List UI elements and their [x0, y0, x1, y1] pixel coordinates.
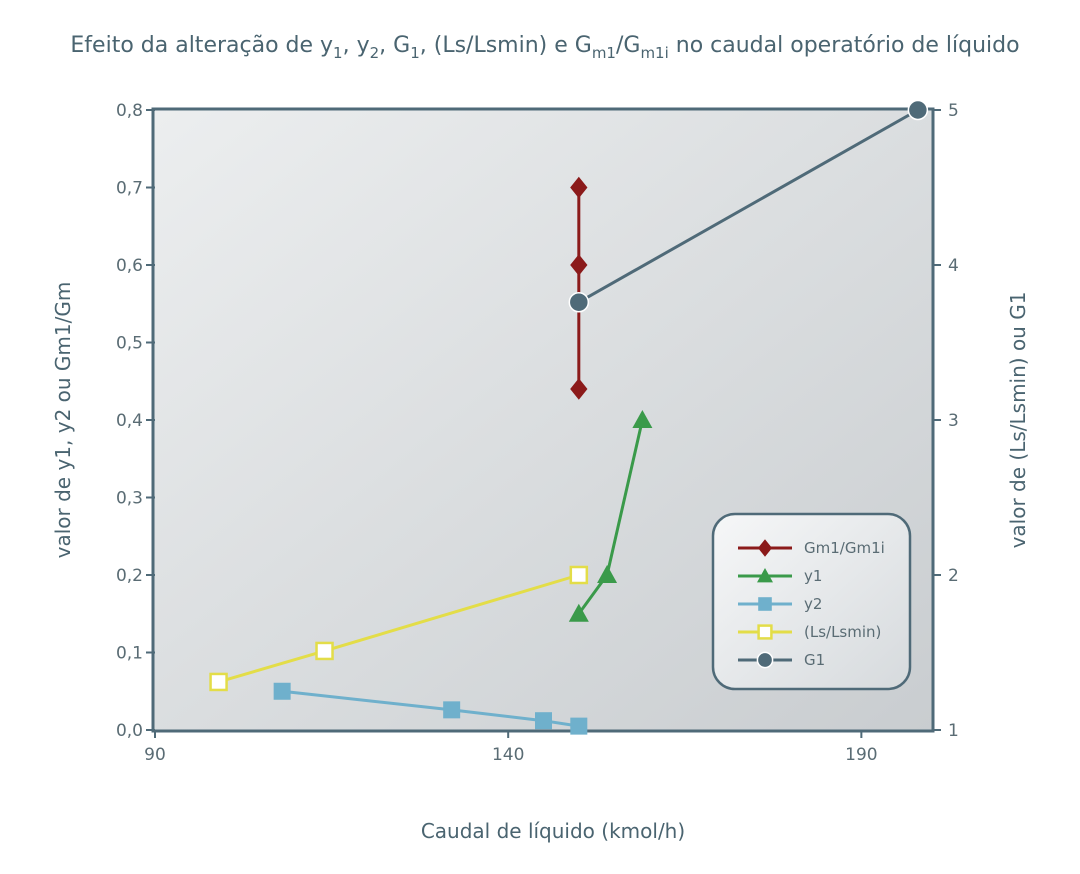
tick-layer: 90 140 190 0,0 0,1 0,2 0,3 0,4 0,5 0,6 0,7 0,8 1 2 3 4 5 [116, 101, 959, 765]
marker-square [758, 597, 772, 611]
legend-label: y1 [804, 567, 822, 585]
legend-item: G1 [738, 651, 825, 669]
title-part: 1 [410, 44, 420, 62]
legend-item: (Ls/Lsmin) [738, 623, 881, 641]
y-left-tick-label: 0,2 [116, 566, 143, 586]
series--ls-lsmin- [209, 565, 589, 692]
y-left-tick-label: 0,8 [116, 101, 143, 121]
y-left-tick-label: 0,5 [116, 334, 143, 354]
marker-square [570, 717, 588, 735]
y-right-tick-label: 1 [948, 721, 959, 741]
marker-circle [756, 651, 774, 669]
title-part: m1i [640, 44, 668, 62]
marker-diamond [570, 176, 588, 199]
chart-title: Efeito da alteração de y1, y2, G1, (Ls/L… [70, 33, 1019, 62]
series-layer [209, 99, 929, 735]
legend-label: y2 [804, 595, 822, 613]
marker-open-square [315, 641, 334, 661]
y-right-tick-label: 2 [948, 566, 959, 586]
y-right-tick-label: 5 [948, 101, 959, 121]
marker-triangle [757, 568, 773, 583]
legend-label: Gm1/Gm1i [804, 539, 885, 557]
marker-triangle [632, 410, 653, 428]
y-axis-right-label: valor de (Ls/Lsmin) ou G1 [1006, 292, 1030, 549]
marker-diamond [570, 378, 588, 400]
title-part: /G [616, 33, 640, 58]
legend-label: (Ls/Lsmin) [804, 623, 881, 641]
marker-circle [907, 99, 929, 121]
marker-circle [568, 291, 590, 313]
series-y1 [568, 410, 653, 622]
marker-open-square [757, 624, 773, 640]
y-left-tick-label: 0,7 [116, 179, 143, 199]
legend-item: Gm1/Gm1i [738, 539, 885, 557]
y-left-tick-label: 0,3 [116, 489, 143, 509]
title-part: , (Ls/Lsmin) e G [420, 33, 592, 58]
series-g1 [568, 99, 929, 313]
marker-diamond [757, 539, 773, 557]
legend: Gm1/Gm1i y1 y2 (Ls/Lsmin) G1 [711, 512, 912, 691]
x-tick-label: 190 [845, 745, 877, 765]
y-left-tick-label: 0,6 [116, 256, 143, 276]
title-part: , y [343, 33, 370, 58]
series-line [578, 108, 919, 304]
y-right-tick-label: 4 [948, 256, 959, 276]
marker-square [535, 712, 552, 730]
legend-item: y1 [738, 567, 822, 585]
marker-square [273, 682, 291, 700]
y-right-tick-label: 3 [948, 411, 959, 431]
marker-open-square [209, 672, 228, 692]
series-y2 [273, 682, 588, 735]
marker-triangle [597, 565, 618, 583]
x-tick-label: 140 [492, 745, 524, 765]
marker-diamond [570, 254, 588, 276]
legend-label: G1 [804, 651, 825, 669]
x-tick-label: 90 [144, 745, 166, 765]
title-part: 2 [370, 44, 380, 62]
y-left-tick-label: 0,4 [116, 411, 143, 431]
title-part: 1 [333, 44, 343, 62]
title-part: , G [379, 33, 410, 58]
marker-triangle [568, 603, 589, 622]
x-axis-label: Caudal de líquido (kmol/h) [421, 819, 685, 843]
y-left-tick-label: 0,1 [116, 644, 143, 664]
title-part: no caudal operatório de líquido [669, 33, 1020, 58]
marker-square [443, 701, 461, 719]
series-gm1-gm1i [570, 176, 588, 400]
title-part: m1 [592, 44, 616, 62]
y-left-tick-label: 0,0 [116, 721, 143, 741]
legend-item: y2 [738, 595, 822, 613]
y-axis-left-label: valor de y1, y2 ou Gm1/Gm [51, 282, 75, 559]
marker-open-square [569, 565, 589, 585]
title-part: Efeito da alteração de y [70, 33, 333, 58]
legend-box [711, 512, 912, 691]
series-line [281, 689, 580, 728]
